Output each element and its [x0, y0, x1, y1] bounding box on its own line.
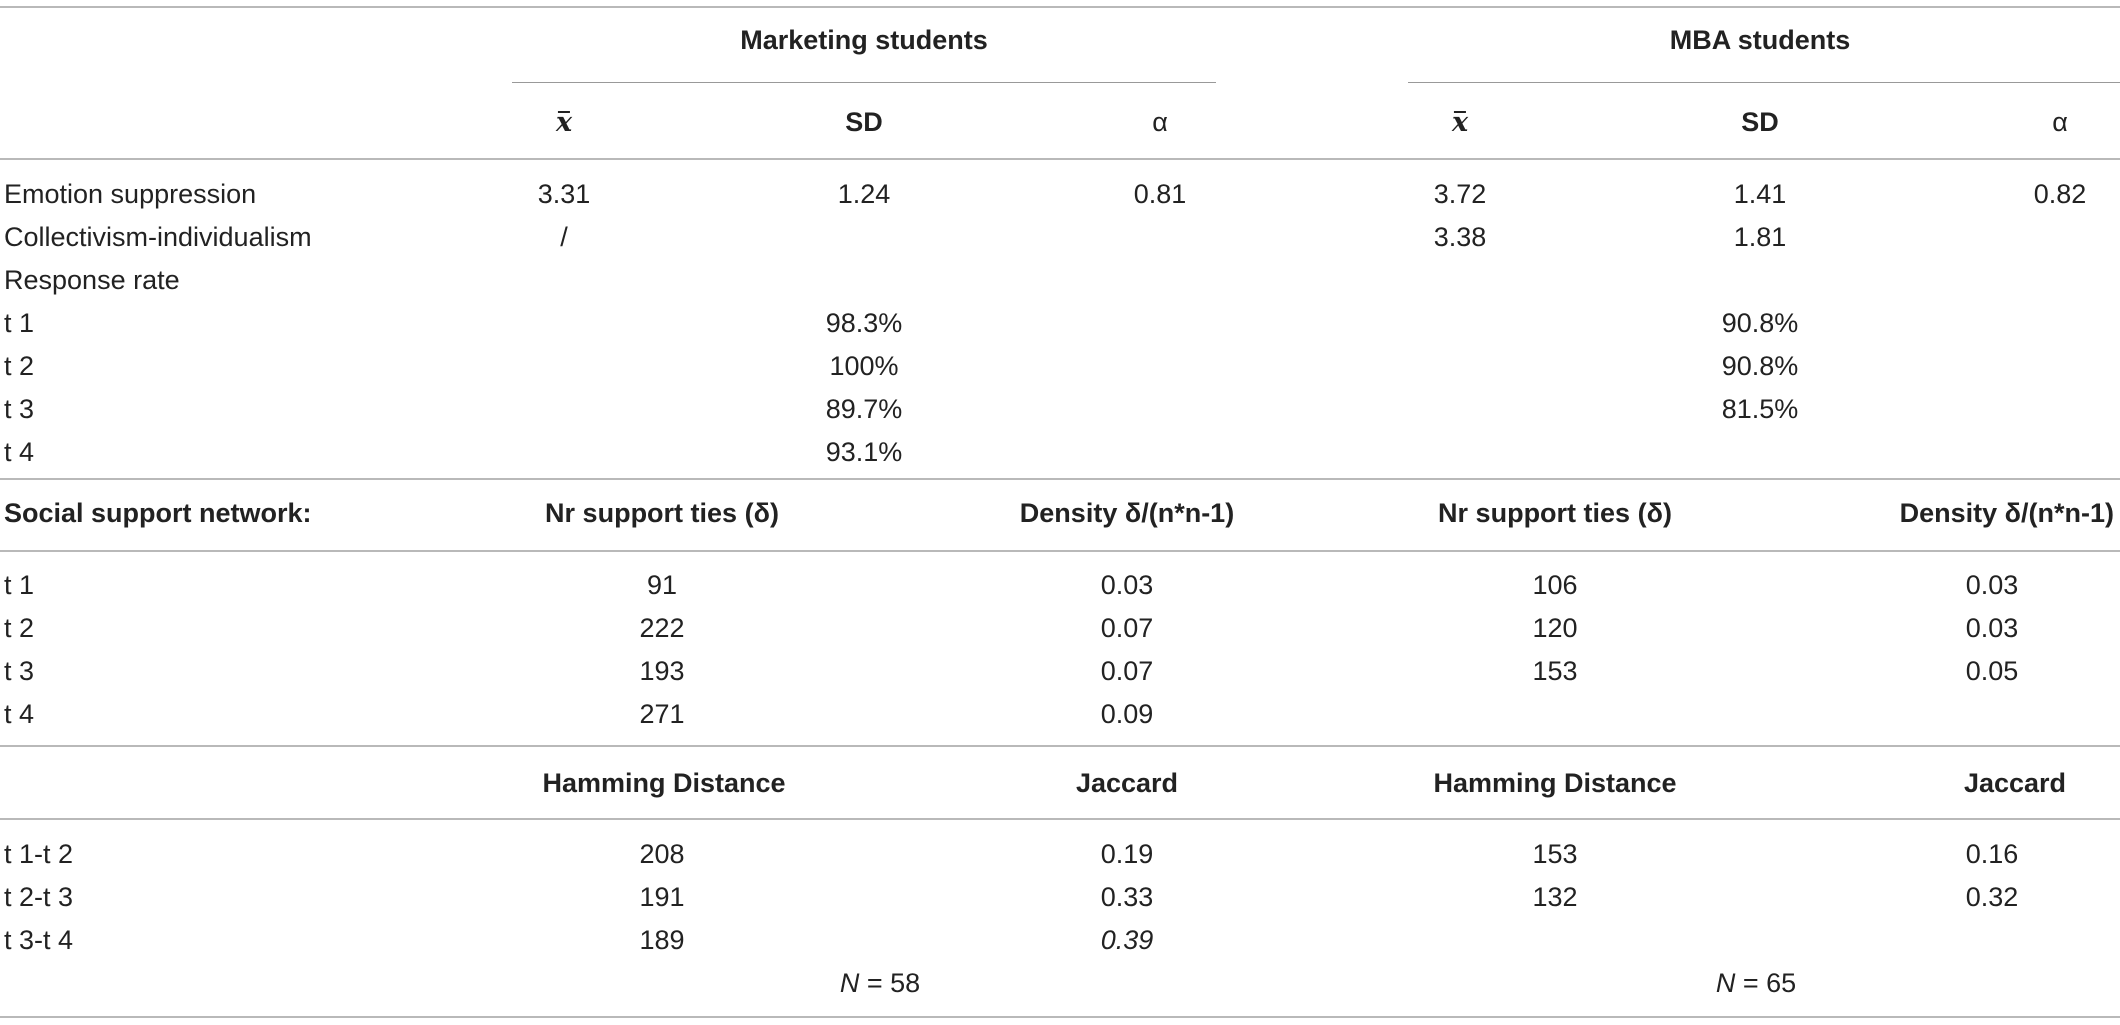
cell-density-marketing: 0.09: [1100, 699, 1154, 729]
cell-ties-mba: 120: [1532, 613, 1578, 643]
cell-mean-mba: 3.72: [1433, 179, 1487, 209]
sample-size-mba: N = 65: [1716, 967, 1796, 999]
cell-mean-marketing: 3.31: [537, 179, 591, 209]
header-mean-marketing: x: [555, 107, 573, 138]
cell-hamming-marketing: 189: [639, 925, 685, 955]
cell-sd-mba: 1.81: [1733, 222, 1787, 252]
section-rule-distance: [0, 745, 2120, 747]
header-ties-mba: Nr support ties (δ): [1438, 498, 1672, 528]
cell-density-marketing: 0.03: [1100, 570, 1154, 600]
cell-jaccard-marketing: 0.19: [1100, 839, 1154, 869]
header-mean-mba: x: [1451, 107, 1469, 138]
row-label: t 3-t 4: [4, 925, 74, 955]
cell-sd-marketing: 1.24: [837, 179, 891, 209]
cell-alpha-marketing: 0.81: [1133, 179, 1187, 209]
cell-mean-marketing: /: [560, 222, 568, 252]
cell-ties-marketing: 222: [639, 613, 685, 643]
row-label: t 1-t 2: [4, 839, 74, 869]
cell-density-marketing: 0.07: [1100, 656, 1154, 686]
row-label: t 2: [4, 613, 35, 643]
cell-response-marketing: 93.1%: [825, 437, 903, 467]
cell-ties-mba: 153: [1532, 656, 1578, 686]
distance-header-rule: [0, 818, 2120, 820]
row-label: Response rate: [4, 265, 180, 295]
header-jaccard-mba: Jaccard: [1963, 768, 2067, 798]
header-hamming-marketing: Hamming Distance: [542, 768, 786, 798]
cell-mean-mba: 3.38: [1433, 222, 1487, 252]
cell-response-mba: 90.8%: [1721, 351, 1799, 381]
header-jaccard-marketing: Jaccard: [1075, 768, 1179, 798]
n-value: = 58: [866, 968, 921, 998]
cell-ties-marketing: 271: [639, 699, 685, 729]
header-hamming-mba: Hamming Distance: [1433, 768, 1677, 798]
network-header-rule: [0, 550, 2120, 552]
n-value: = 65: [1742, 968, 1797, 998]
cell-hamming-mba: 132: [1532, 882, 1578, 912]
cell-ties-mba: 106: [1532, 570, 1578, 600]
cell-density-mba: 0.05: [1965, 656, 2019, 686]
cell-density-mba: 0.03: [1965, 570, 2019, 600]
n-symbol: N: [839, 968, 860, 998]
row-label: t 1: [4, 308, 35, 338]
cell-sd-mba: 1.41: [1733, 179, 1787, 209]
row-label: Emotion suppression: [4, 179, 257, 209]
row-label: t 2-t 3: [4, 882, 74, 912]
network-section-title: Social support network:: [4, 498, 312, 528]
header-sd-mba: SD: [1741, 107, 1779, 137]
cell-ties-marketing: 91: [646, 570, 678, 600]
cell-jaccard-mba: 0.16: [1965, 839, 2019, 869]
row-label: t 3: [4, 394, 35, 424]
table-top-rule: [0, 6, 2120, 8]
header-density-mba: Density δ/(n*n-1): [1899, 498, 2114, 528]
cell-density-mba: 0.03: [1965, 613, 2019, 643]
n-symbol: N: [1715, 968, 1736, 998]
row-label: t 4: [4, 437, 35, 467]
group-header-marketing: Marketing students: [740, 25, 988, 55]
table-bottom-rule: [0, 1016, 2120, 1018]
cell-hamming-mba: 153: [1532, 839, 1578, 869]
header-density-marketing: Density δ/(n*n-1): [1019, 498, 1235, 528]
group-header-mba: MBA students: [1669, 25, 1851, 55]
cell-hamming-marketing: 191: [639, 882, 685, 912]
section-rule-network: [0, 478, 2120, 480]
row-label: t 3: [4, 656, 35, 686]
group-underline-mba: [1408, 82, 2120, 83]
sample-size-marketing: N = 58: [840, 967, 920, 999]
cell-hamming-marketing: 208: [639, 839, 685, 869]
row-label: t 2: [4, 351, 35, 381]
cell-response-marketing: 100%: [829, 351, 899, 381]
cell-density-marketing: 0.07: [1100, 613, 1154, 643]
header-rule: [0, 158, 2120, 160]
header-ties-marketing: Nr support ties (δ): [545, 498, 779, 528]
header-sd-marketing: SD: [845, 107, 883, 137]
row-label: t 4: [4, 699, 35, 729]
cell-alpha-mba: 0.82: [2033, 179, 2087, 209]
cell-jaccard-marketing: 0.33: [1100, 882, 1154, 912]
header-alpha-mba: α: [2052, 107, 2068, 137]
row-label: t 1: [4, 570, 35, 600]
cell-jaccard-marketing: 0.39: [1100, 925, 1154, 955]
cell-jaccard-mba: 0.32: [1965, 882, 2019, 912]
cell-response-marketing: 98.3%: [825, 308, 903, 338]
cell-ties-marketing: 193: [639, 656, 685, 686]
row-label: Collectivism-individualism: [4, 222, 312, 252]
header-alpha-marketing: α: [1152, 107, 1168, 137]
cell-response-mba: 90.8%: [1721, 308, 1799, 338]
cell-response-mba: 81.5%: [1721, 394, 1799, 424]
cell-response-marketing: 89.7%: [825, 394, 903, 424]
group-underline-marketing: [512, 82, 1216, 83]
